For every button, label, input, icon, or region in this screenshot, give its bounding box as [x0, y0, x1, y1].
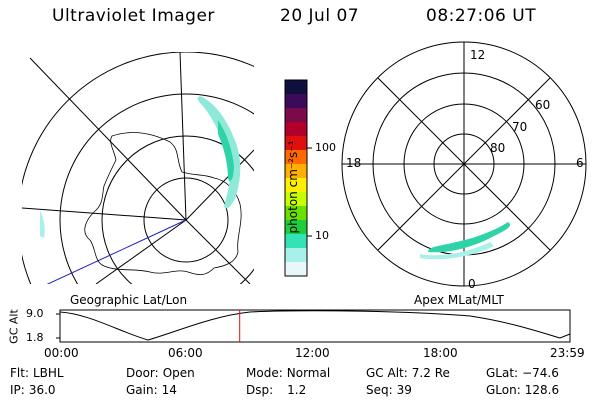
colorbar-band: [285, 220, 307, 235]
status-flt-label: Flt:: [10, 366, 29, 380]
aurora-emission: [40, 210, 45, 238]
time-tick-label: 12:00: [295, 346, 330, 360]
app-title: Ultraviolet Imager: [52, 6, 215, 26]
geo-meridian: [185, 219, 251, 284]
sun-direction-line: [46, 219, 187, 284]
mlt-axis: [377, 77, 551, 251]
colorbar-band: [285, 150, 307, 165]
geo-meridian: [95, 219, 187, 284]
status-ip-value: 36.0: [28, 383, 56, 397]
mlt-label-midnight: 0: [468, 277, 476, 291]
status-mode: Mode: Normal: [246, 366, 330, 380]
status-glat-label: GLat:: [486, 366, 519, 380]
aurora-emission: [197, 96, 241, 209]
colorbar-tick-label: 10: [315, 229, 329, 242]
geo-lat-circle: [143, 177, 229, 263]
mlat-label-60: 60: [535, 98, 551, 112]
status-gain: Gain: 14: [126, 383, 177, 397]
colorbar-band: [285, 248, 307, 263]
apex-panel-label: Apex MLat/MLT: [414, 293, 504, 307]
colorbar-band: [285, 108, 307, 123]
colorbar-band: [285, 80, 307, 95]
status-gcalt-label: GC Alt:: [366, 366, 408, 380]
apex-polar-plot: [341, 41, 587, 287]
status-flt: Flt: LBHL: [10, 366, 64, 380]
mlt-label-noon: 12: [470, 48, 486, 62]
geo-meridian: [179, 52, 187, 221]
time-tick-label: 06:00: [168, 346, 203, 360]
continent-outline: [84, 132, 242, 276]
mlat-label-70: 70: [512, 120, 528, 134]
gc-alt-tick-label: 9.0: [26, 307, 44, 320]
status-door: Door: Open: [126, 366, 195, 380]
time-tick-label: 23:59: [550, 346, 585, 360]
status-ip: IP: 36.0: [10, 383, 56, 397]
status-seq-value: 39: [396, 383, 412, 397]
status-glon: GLon: 128.6: [486, 383, 559, 397]
aurora-oval: [420, 242, 494, 260]
gc-alt-plot-frame: [59, 309, 571, 343]
geo-meridian: [29, 57, 187, 221]
mlt-label-dusk: 18: [346, 156, 362, 170]
status-mode-label: Mode:: [246, 366, 283, 380]
colorbar-band: [285, 234, 307, 249]
status-dsp: Dsp: 1.2: [246, 383, 306, 397]
mlat-label-80: 80: [490, 141, 506, 155]
colorbar-unit-label: photon cm⁻²s⁻¹: [286, 140, 300, 234]
status-gain-label: Gain:: [126, 383, 158, 397]
geo-meridian: [185, 149, 254, 221]
gc-alt-tick-label: 1.8: [26, 331, 44, 344]
status-glat: GLat: −74.6: [486, 366, 559, 380]
gc-alt-curve: [59, 310, 571, 341]
status-ip-label: IP:: [10, 383, 25, 397]
status-dsp-value: 1.2: [287, 383, 307, 397]
aurora-emission: [218, 120, 234, 182]
aurora-oval: [428, 222, 511, 253]
time-tick-label: 00:00: [44, 346, 79, 360]
status-gcalt-value: 7.2 Re: [411, 366, 450, 380]
date-label: 20 Jul 07: [280, 6, 360, 26]
status-door-label: Door:: [126, 366, 159, 380]
geographic-panel-label: Geographic Lat/Lon: [70, 293, 188, 307]
status-gcalt: GC Alt: 7.2 Re: [366, 366, 450, 380]
colorbar: [285, 80, 307, 277]
status-gain-value: 14: [161, 383, 177, 397]
colorbar-band: [285, 206, 307, 221]
geo-meridian: [22, 207, 187, 221]
time-label: 08:27:06 UT: [426, 6, 537, 26]
status-flt-value: LBHL: [32, 366, 64, 380]
colorbar-frame: [284, 79, 308, 277]
status-seq-label: Seq:: [366, 383, 393, 397]
status-glon-value: 128.6: [524, 383, 560, 397]
colorbar-band: [285, 164, 307, 179]
time-tick-label: 18:00: [423, 346, 458, 360]
colorbar-band: [285, 122, 307, 137]
geo-lat-circle: [59, 93, 254, 284]
geographic-map: [22, 52, 254, 284]
status-seq: Seq: 39: [366, 383, 412, 397]
status-dsp-label: Dsp:: [246, 383, 274, 397]
status-glon-label: GLon:: [486, 383, 521, 397]
colorbar-tick-label: 100: [315, 141, 336, 154]
colorbar-band: [285, 178, 307, 193]
colorbar-band: [285, 262, 307, 277]
status-glat-value: −74.6: [522, 366, 559, 380]
mlt-label-dawn: 6: [576, 156, 584, 170]
geo-lat-circle: [101, 135, 254, 284]
colorbar-band: [285, 192, 307, 207]
colorbar-band: [285, 94, 307, 109]
colorbar-band: [285, 136, 307, 151]
status-mode-value: Normal: [286, 366, 331, 380]
status-door-value: Open: [162, 366, 195, 380]
gc-alt-axis-label: GC Alt: [7, 309, 21, 344]
